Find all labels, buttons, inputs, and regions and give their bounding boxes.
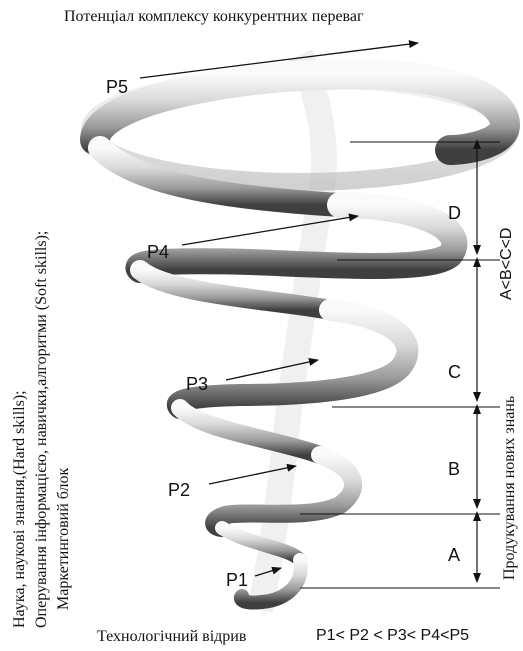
inequality-label: A<B<C<D: [498, 227, 515, 300]
left-label-hard-skills: Наука, наукові знання,(Hard skills);: [11, 390, 28, 628]
arrow-p4: [181, 213, 359, 246]
point-label-p1: P1: [226, 570, 248, 590]
segment-label-c: C: [448, 362, 461, 382]
spiral-cone-icon: [80, 49, 521, 613]
arrow-p2: [208, 463, 297, 485]
arrow-p5: [139, 40, 419, 79]
point-label-p5: P5: [106, 77, 128, 97]
arrow-p3: [225, 358, 319, 381]
left-label-soft-skills: Оперування інформацією, навички,алгоритм…: [33, 230, 50, 628]
arrow-p1: [254, 566, 282, 577]
point-label-p2: P2: [168, 480, 190, 500]
point-label-p4: P4: [147, 242, 169, 262]
segment-label-d: D: [448, 203, 461, 223]
left-label-marketing: Маркетинговий блок: [55, 467, 72, 610]
point-label-p3: P3: [186, 374, 208, 394]
bottom-label-tech-gap: Технологічний відрив: [97, 628, 247, 645]
segment-label-a: A: [448, 545, 460, 565]
bottom-label-p-order: P1< P2 < P3< P4<P5: [316, 627, 470, 644]
segment-label-b: B: [448, 459, 460, 479]
right-label-knowledge: Продукування нових знань: [501, 395, 518, 580]
diagram-title: Потенціал комплексу конкурентних переваг: [64, 8, 364, 25]
